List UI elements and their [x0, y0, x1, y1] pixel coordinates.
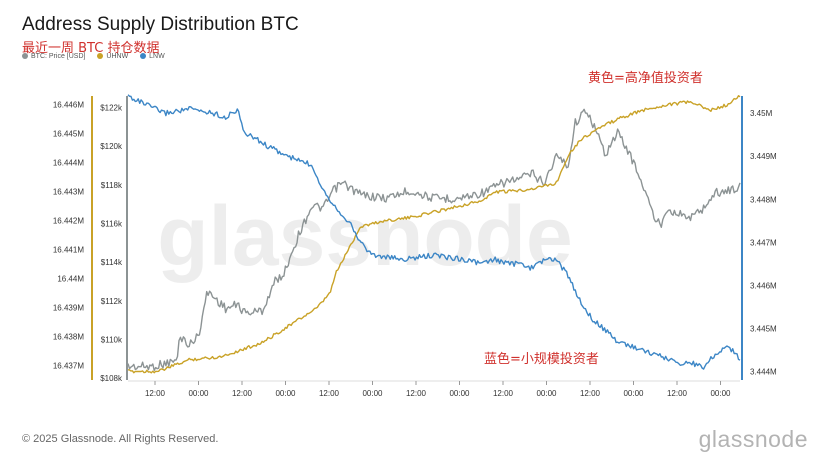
legend-item-lnw[interactable]: LNW	[140, 53, 165, 60]
chart-title: Address Supply Distribution BTC	[22, 14, 299, 35]
price-tick-label: $112k	[101, 297, 123, 306]
x-tick-label: 12:00	[406, 389, 427, 398]
lnw-tick-label: 3.447M	[750, 238, 777, 247]
lnw-tick-label: 3.448M	[750, 195, 777, 204]
lnw-tick-label: 3.45M	[750, 109, 773, 118]
legend-label-uhnw: UHNW	[106, 53, 129, 60]
x-tick-label: 00:00	[449, 389, 470, 398]
watermark: glassnode	[157, 189, 572, 283]
uhnw-tick-label: 16.441M	[53, 246, 84, 255]
x-tick-label: 12:00	[145, 389, 166, 398]
uhnw-tick-label: 16.444M	[53, 159, 84, 168]
uhnw-line[interactable]	[127, 94, 741, 374]
x-tick-label: 12:00	[580, 389, 601, 398]
price-tick-label: $118k	[101, 181, 123, 190]
uhnw-tick-label: 16.443M	[53, 188, 84, 197]
legend: BTC: Price [USD] UHNW LNW	[22, 53, 175, 60]
x-tick-label: 12:00	[319, 389, 340, 398]
uhnw-tick-label: 16.439M	[53, 304, 84, 313]
annotation-blue: 蓝色=小规模投资者	[484, 351, 599, 367]
legend-item-uhnw[interactable]: UHNW	[97, 53, 128, 60]
uhnw-tick-label: 16.437M	[53, 362, 84, 371]
x-tick-label: 00:00	[710, 389, 731, 398]
price-tick-label: $120k	[100, 142, 123, 151]
uhnw-tick-label: 16.445M	[53, 130, 84, 139]
uhnw-tick-label: 16.44M	[57, 275, 84, 284]
lnw-tick-label: 3.445M	[750, 324, 777, 333]
chart-subtitle: 最近一周 BTC 持仓数据	[22, 41, 160, 56]
legend-dot-price	[22, 53, 28, 59]
price-line[interactable]	[127, 108, 741, 372]
price-tick-label: $122k	[100, 104, 123, 113]
annotation-yellow: 黄色=高净值投资者	[588, 70, 703, 86]
lnw-tick-label: 3.446M	[750, 281, 777, 290]
x-tick-label: 00:00	[362, 389, 383, 398]
x-tick-label: 00:00	[536, 389, 557, 398]
legend-label-price: BTC: Price [USD]	[31, 53, 86, 60]
lnw-tick-label: 3.444M	[750, 367, 777, 376]
lnw-line[interactable]	[127, 94, 741, 370]
uhnw-tick-label: 16.446M	[53, 101, 84, 110]
glassnode-logo: glassnode	[698, 426, 808, 452]
x-tick-label: 12:00	[232, 389, 253, 398]
x-tick-label: 00:00	[623, 389, 644, 398]
x-tick-label: 12:00	[493, 389, 514, 398]
x-tick-label: 00:00	[275, 389, 296, 398]
x-tick-label: 12:00	[667, 389, 688, 398]
legend-label-lnw: LNW	[149, 53, 165, 60]
legend-dot-uhnw	[97, 53, 104, 59]
legend-item-price[interactable]: BTC: Price [USD]	[22, 53, 85, 60]
uhnw-tick-label: 16.442M	[53, 217, 84, 226]
lnw-tick-label: 3.449M	[750, 152, 777, 161]
price-tick-label: $108k	[100, 374, 123, 383]
legend-dot-lnw	[140, 53, 147, 59]
x-tick-label: 00:00	[188, 389, 209, 398]
price-tick-label: $116k	[101, 220, 123, 229]
copyright-footer: © 2025 Glassnode. All Rights Reserved.	[22, 433, 219, 445]
price-tick-label: $110k	[101, 335, 123, 344]
uhnw-tick-label: 16.438M	[53, 333, 84, 342]
price-tick-label: $114k	[101, 258, 123, 267]
